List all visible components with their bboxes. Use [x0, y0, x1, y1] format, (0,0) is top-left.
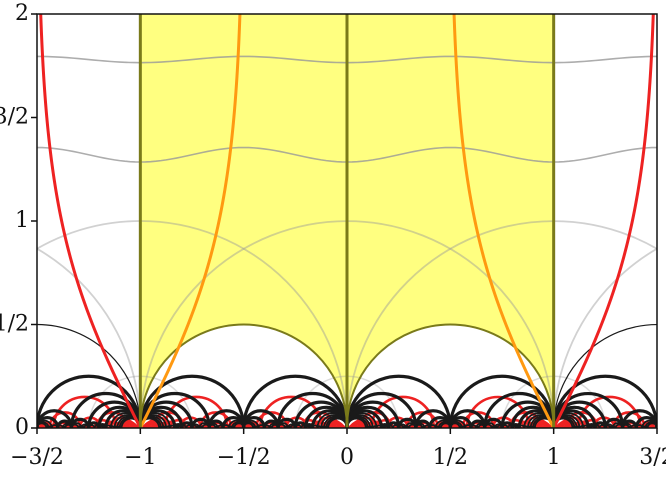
y-tick-label: 1 [15, 208, 29, 233]
geodesic [656, 424, 657, 428]
geodesic [138, 374, 246, 428]
geodesic [9, 427, 11, 428]
red-curve [39, 14, 142, 428]
orange-curve [138, 14, 242, 428]
plot-area [0, 14, 666, 429]
red-curve [662, 427, 665, 428]
y-tick-label: 0 [15, 415, 29, 440]
red-curve [4, 427, 7, 428]
red-curve [658, 426, 661, 428]
x-tick-label: −1 [124, 445, 156, 470]
geodesic [656, 424, 657, 428]
level-circle [552, 248, 657, 428]
orange-curve [452, 14, 556, 428]
geodesic [448, 374, 556, 428]
geodesic [242, 374, 349, 428]
geodesic [0, 423, 3, 428]
red-curve [4, 426, 8, 428]
y-tick-label: 2 [15, 1, 29, 26]
geodesic [3, 425, 9, 428]
geodesic [0, 419, 3, 428]
red-curve [0, 427, 2, 428]
red-curve [8, 427, 11, 428]
geodesic [345, 374, 452, 428]
geodesic [37, 374, 142, 428]
red-curve [3, 427, 5, 428]
geodesic [655, 422, 657, 428]
geodesic [552, 374, 657, 428]
geodesic [0, 425, 3, 428]
red-curve [659, 426, 663, 428]
x-tick-label: 3/2 [639, 445, 666, 470]
geodesic [3, 424, 12, 428]
x-tick-label: 0 [340, 445, 354, 470]
geodesic [656, 425, 657, 428]
red-curve [661, 423, 666, 428]
geodesic [37, 323, 141, 428]
level-circle [37, 248, 142, 428]
region-edge [139, 323, 348, 428]
geodesic [0, 394, 3, 429]
region-edge [346, 323, 555, 428]
x-tick-label: −1/2 [217, 445, 271, 470]
red-curve [659, 425, 665, 428]
red-curve [658, 427, 661, 428]
red-curve [552, 14, 655, 428]
red-curve [0, 427, 1, 428]
y-tick-label: 1/2 [0, 312, 29, 337]
y-tick-label: 3/2 [0, 105, 29, 130]
red-curve [6, 427, 8, 428]
geodesic [655, 420, 657, 428]
x-tick-label: −3/2 [10, 445, 64, 470]
geodesic [553, 323, 657, 428]
red-curve [12, 427, 14, 428]
x-tick-label: 1/2 [433, 445, 468, 470]
geodesic [655, 415, 657, 428]
x-tick-label: 1 [547, 445, 561, 470]
